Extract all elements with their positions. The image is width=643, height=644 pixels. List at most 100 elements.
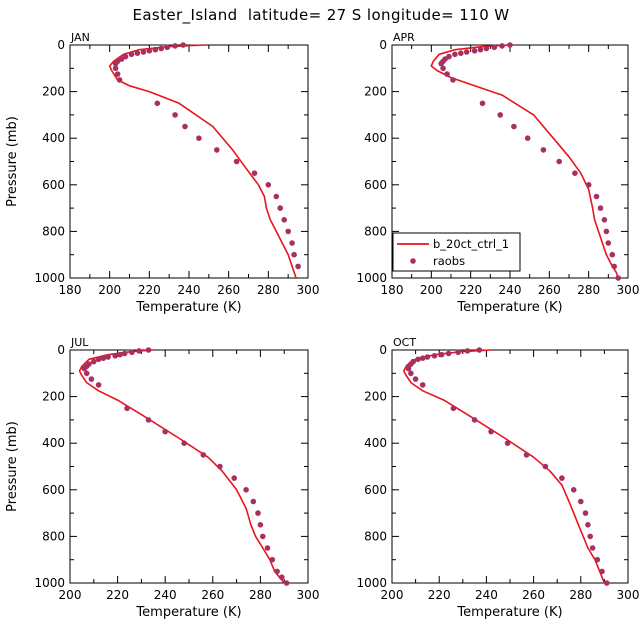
y-tick-label: 800: [364, 529, 387, 543]
raob-point: [601, 217, 608, 223]
raob-point: [121, 350, 128, 357]
plot-frame: [69, 349, 309, 584]
raob-point: [181, 440, 187, 447]
x-tick-label: 300: [297, 283, 320, 297]
plot-frame: [69, 44, 309, 279]
legend-label-model: b_20ct_ctrl_1: [433, 237, 509, 251]
raob-point: [200, 452, 207, 458]
panels: JAN 180 200 220 240 260 280 300 0 200 400 600 800 100…: [5, 31, 639, 620]
y-tick-label: 200: [42, 390, 65, 404]
raob-point: [444, 71, 450, 77]
raob-point: [455, 349, 461, 356]
x-tick-label: 280: [257, 283, 280, 297]
raob-point: [289, 240, 295, 246]
x-tick-label: 180: [59, 283, 82, 297]
x-tick-label: 300: [617, 588, 640, 602]
y-tick-label: 1000: [34, 271, 65, 285]
raob-point: [260, 533, 266, 540]
legend-label-raobs: raobs: [433, 254, 465, 268]
raob-point: [572, 170, 578, 176]
raob-point: [431, 353, 438, 359]
raob-point: [458, 50, 464, 56]
x-tick-label: 240: [154, 588, 177, 602]
x-tick-label: 300: [617, 283, 640, 297]
raob-point: [599, 568, 605, 575]
raob-point: [556, 158, 562, 165]
panel-apr: APR 180 200 220 240 260 280 300 0 200 400 600 800 100…: [356, 31, 639, 315]
y-tick-label: 1000: [34, 576, 65, 590]
legend-point-swatch: [410, 258, 416, 264]
y-tick-label: 600: [42, 483, 65, 497]
x-axis-label: Temperature (K): [135, 605, 241, 620]
raob-point: [593, 193, 600, 200]
x-tick-label: 240: [499, 283, 522, 297]
y-tick-label: 200: [42, 85, 65, 99]
model-line: [430, 44, 619, 279]
raob-point: [497, 112, 504, 118]
raob-point: [269, 556, 276, 563]
x-tick-label: 200: [98, 283, 121, 297]
raob-point: [112, 60, 119, 67]
x-tick-label: 260: [217, 283, 240, 297]
raob-point: [491, 44, 498, 51]
x-tick-label: 220: [106, 588, 129, 602]
raob-point: [604, 580, 610, 586]
raob-point: [265, 182, 272, 188]
raob-point: [605, 240, 612, 246]
panel-title-jul: JUL: [70, 336, 89, 349]
y-tick-label: 0: [379, 343, 387, 357]
x-axis-label: Temperature (K): [135, 300, 241, 315]
raob-point: [251, 170, 258, 176]
raob-point: [233, 158, 240, 165]
raob-point: [91, 358, 97, 365]
raob-point: [499, 43, 505, 49]
raob-point: [603, 228, 610, 235]
raob-point: [450, 405, 457, 412]
x-axis-label: Temperature (K): [456, 300, 562, 315]
raob-point: [609, 251, 616, 258]
raob-point: [95, 382, 102, 388]
y-tick-label: 1000: [356, 271, 387, 285]
raob-point: [134, 50, 141, 56]
raob-point: [196, 135, 202, 141]
x-tick-label: 240: [475, 588, 498, 602]
raob-point: [597, 205, 604, 211]
raob-point: [180, 42, 186, 48]
raob-point: [250, 498, 257, 505]
raob-point: [540, 147, 547, 153]
raob-point: [477, 46, 484, 53]
raob-point: [615, 275, 621, 281]
raob-point: [424, 354, 431, 360]
x-tick-label: 220: [138, 283, 161, 297]
raob-point: [172, 112, 178, 118]
raob-point: [129, 349, 135, 356]
raob-point: [445, 350, 452, 357]
raob-point: [479, 100, 486, 107]
raob-point: [162, 428, 168, 435]
raob-point: [585, 182, 592, 188]
raob-point: [440, 65, 446, 72]
x-tick-label: 280: [577, 283, 600, 297]
y-tick-label: 600: [42, 178, 65, 192]
x-tick-label: 200: [59, 588, 82, 602]
x-tick-label: 260: [201, 588, 224, 602]
raob-point: [524, 135, 531, 141]
raob-point: [295, 263, 301, 270]
raob-point: [582, 510, 589, 516]
x-tick-label: 240: [178, 283, 201, 297]
raob-point: [152, 46, 159, 53]
x-tick-label: 220: [459, 283, 482, 297]
raob-point: [483, 45, 490, 52]
raob-point: [273, 193, 280, 200]
raob-point: [114, 71, 121, 77]
y-tick-label: 400: [364, 131, 387, 145]
raob-point: [464, 348, 471, 354]
y-tick-label: 600: [364, 483, 387, 497]
y-tick-label: 600: [364, 178, 387, 192]
raob-point: [117, 351, 123, 358]
raob-point: [559, 475, 565, 481]
raob-point: [264, 545, 271, 551]
